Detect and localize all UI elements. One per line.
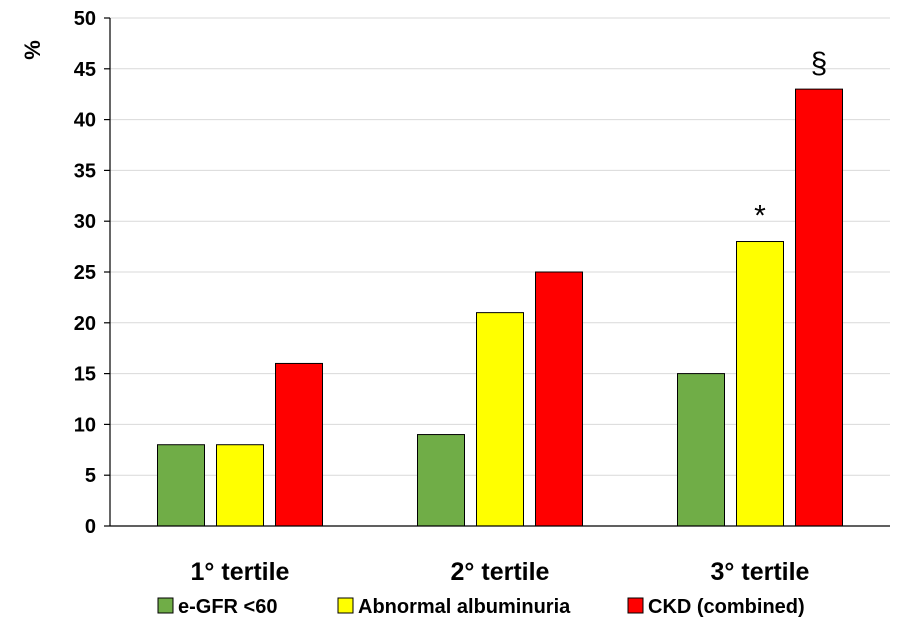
bar-abnormal-albuminuria-1: [216, 444, 264, 527]
y-tick-label: 40: [74, 110, 96, 132]
bar-e-gfr-60-1: [157, 444, 205, 527]
bar-ckd-combined-3: [795, 88, 843, 527]
legend-label: Abnormal albuminuria: [358, 596, 571, 618]
axes: 0 5 10 15 20 25 30 35 40 45 50 1° tertile 2° tertile…: [74, 8, 890, 586]
legend: e-GFR <60 Abnormal albuminuria CKD (combin…: [157, 596, 805, 618]
bar-ckd-combined-2: [535, 271, 583, 527]
y-tick-label: 10: [74, 414, 96, 436]
legend-label: CKD (combined): [648, 596, 805, 618]
significance-marker: *: [754, 200, 766, 233]
x-category-label: 1° tertile: [191, 558, 290, 586]
significance-marker: §: [811, 47, 828, 80]
y-axis-label: %: [20, 40, 45, 60]
y-tick-label: 15: [74, 364, 96, 386]
y-tick-label: 25: [74, 262, 96, 284]
y-tick-label: 30: [74, 211, 96, 233]
y-tick-label: 35: [74, 160, 96, 182]
bar-abnormal-albuminuria-3: [736, 241, 784, 527]
bar-abnormal-albuminuria-2: [476, 312, 524, 527]
y-tick-label: 5: [85, 465, 96, 487]
bar-ckd-combined-1: [275, 362, 323, 527]
legend-swatch: [157, 597, 174, 614]
y-tick-label: 0: [85, 516, 96, 538]
bars: *§: [157, 47, 843, 527]
legend-label: e-GFR <60: [178, 596, 277, 618]
legend-swatch: [337, 597, 354, 614]
x-category-label: 3° tertile: [711, 558, 810, 586]
gridlines: [110, 17, 890, 476]
legend-swatch: [627, 597, 644, 614]
y-tick-label: 20: [74, 313, 96, 335]
y-tick-label: 45: [74, 59, 96, 81]
x-category-label: 2° tertile: [451, 558, 550, 586]
y-tick-label: 50: [74, 8, 96, 30]
bar-e-gfr-60-2: [417, 434, 465, 527]
bar-e-gfr-60-3: [677, 373, 725, 527]
